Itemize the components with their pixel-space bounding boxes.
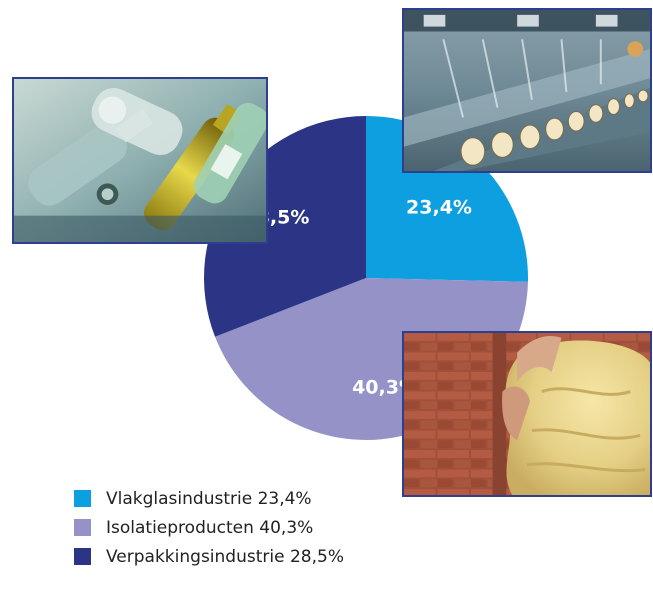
- slice-label: 23,4%: [406, 197, 472, 219]
- glass-factory-photo: [402, 8, 652, 173]
- legend-label: Vlakglasindustrie 23,4%: [106, 488, 312, 509]
- legend-swatch: [74, 490, 91, 507]
- legend: Vlakglasindustrie 23,4% Isolatieproducte…: [74, 484, 344, 571]
- legend-item: Isolatieproducten 40,3%: [74, 513, 344, 542]
- legend-label: Verpakkingsindustrie 28,5%: [106, 546, 344, 567]
- glass-bottles-photo: [12, 77, 268, 244]
- legend-item: Verpakkingsindustrie 28,5%: [74, 542, 344, 571]
- legend-item: Vlakglasindustrie 23,4%: [74, 484, 344, 513]
- legend-swatch: [74, 519, 91, 536]
- glass-wool-insulation-photo: [402, 331, 652, 497]
- slice-label: 40,3%: [352, 377, 418, 399]
- legend-swatch: [74, 548, 91, 565]
- pie-slices: [204, 116, 528, 441]
- legend-label: Isolatieproducten 40,3%: [106, 517, 314, 538]
